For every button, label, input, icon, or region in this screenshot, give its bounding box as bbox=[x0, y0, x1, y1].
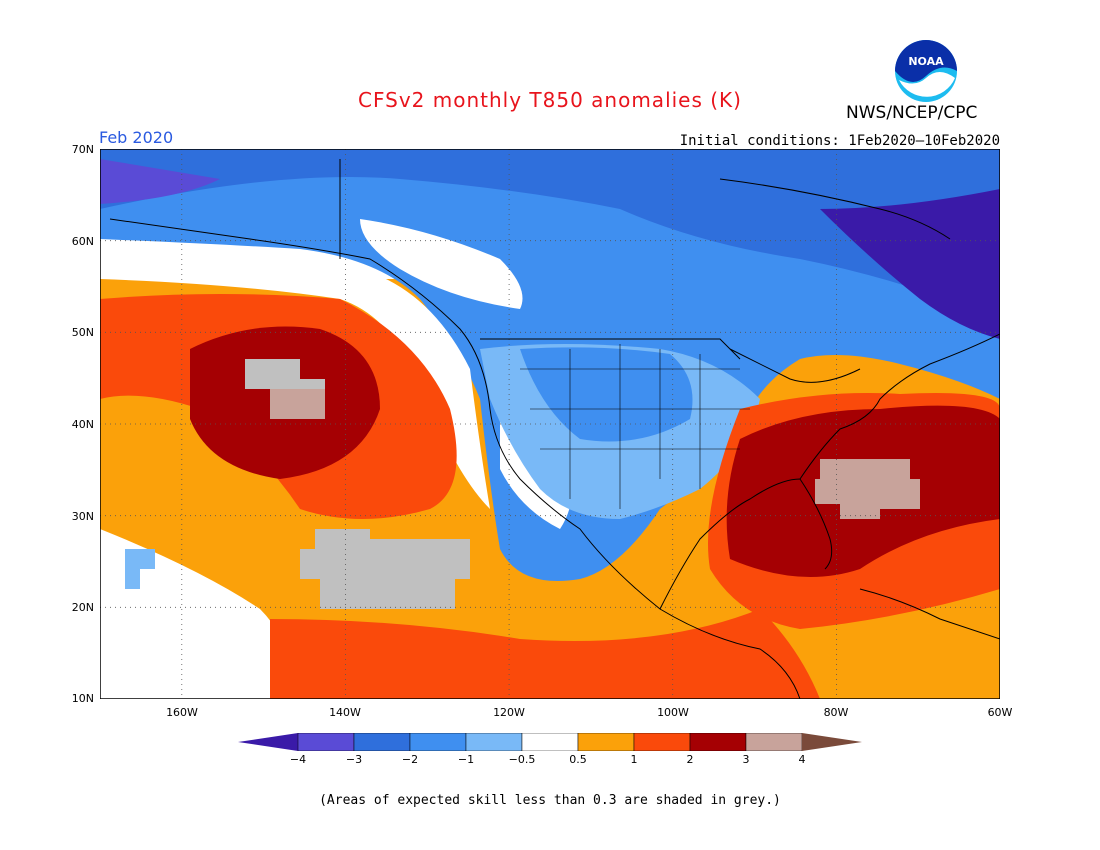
colorbar-tick: −4 bbox=[289, 753, 307, 766]
lat-label: 60N bbox=[71, 235, 94, 248]
svg-text:NOAA: NOAA bbox=[908, 55, 944, 68]
colorbar-swatch bbox=[689, 733, 747, 751]
noaa-logo: NOAA bbox=[895, 40, 957, 102]
agency-label: NWS/NCEP/CPC bbox=[846, 103, 978, 123]
colorbar-tick: −2 bbox=[401, 753, 419, 766]
colorbar-swatch bbox=[465, 733, 523, 751]
colorbar-tick: −0.5 bbox=[508, 753, 536, 766]
colorbar-swatch bbox=[633, 733, 691, 751]
colorbar-swatch bbox=[409, 733, 467, 751]
initial-conditions: Initial conditions: 1Feb2020–10Feb2020 bbox=[679, 133, 1000, 149]
colorbar-swatch bbox=[521, 733, 579, 751]
lat-label: 40N bbox=[71, 418, 94, 431]
lat-label: 70N bbox=[71, 143, 94, 156]
low-skill-subtropical bbox=[300, 529, 470, 609]
lon-label: 140W bbox=[329, 706, 361, 719]
colorbar-swatch bbox=[745, 733, 803, 751]
map-gridlines bbox=[100, 149, 1000, 699]
anomaly-purple-ne bbox=[820, 189, 1000, 339]
lon-label: 120W bbox=[493, 706, 525, 719]
lon-label: 80W bbox=[823, 706, 849, 719]
month-label: Feb 2020 bbox=[99, 128, 174, 147]
anomaly-purple-nw bbox=[100, 159, 220, 204]
coastlines bbox=[109, 159, 1000, 699]
lat-label: 50N bbox=[71, 326, 94, 339]
colorbar-swatch bbox=[577, 733, 635, 751]
colorbar-swatch bbox=[297, 733, 355, 751]
lat-label: 20N bbox=[71, 601, 94, 614]
colorbar-swatch bbox=[238, 733, 298, 751]
colorbar-swatch bbox=[353, 733, 411, 751]
lon-label: 160W bbox=[166, 706, 198, 719]
high-anomaly-atlantic bbox=[815, 459, 920, 519]
colorbar-tick: 3 bbox=[742, 753, 750, 766]
colorbar-tick: −3 bbox=[345, 753, 363, 766]
lon-label: 60W bbox=[987, 706, 1013, 719]
map-title: CFSv2 monthly T850 anomalies (K) bbox=[358, 88, 742, 112]
colorbar-tick: −1 bbox=[457, 753, 475, 766]
colorbar-tick: 2 bbox=[686, 753, 694, 766]
colorbar-swatch bbox=[802, 733, 862, 751]
colorbar bbox=[238, 733, 862, 751]
lat-label: 30N bbox=[71, 510, 94, 523]
lat-label: 10N bbox=[71, 692, 94, 705]
footnote: (Areas of expected skill less than 0.3 a… bbox=[319, 793, 781, 808]
colorbar-tick: 1 bbox=[630, 753, 638, 766]
anomaly-map bbox=[100, 149, 1000, 699]
colorbar-tick: 0.5 bbox=[569, 753, 587, 766]
anomaly-darkblue-north bbox=[100, 149, 1000, 319]
colorbar-tick: 4 bbox=[798, 753, 806, 766]
lon-label: 100W bbox=[657, 706, 689, 719]
